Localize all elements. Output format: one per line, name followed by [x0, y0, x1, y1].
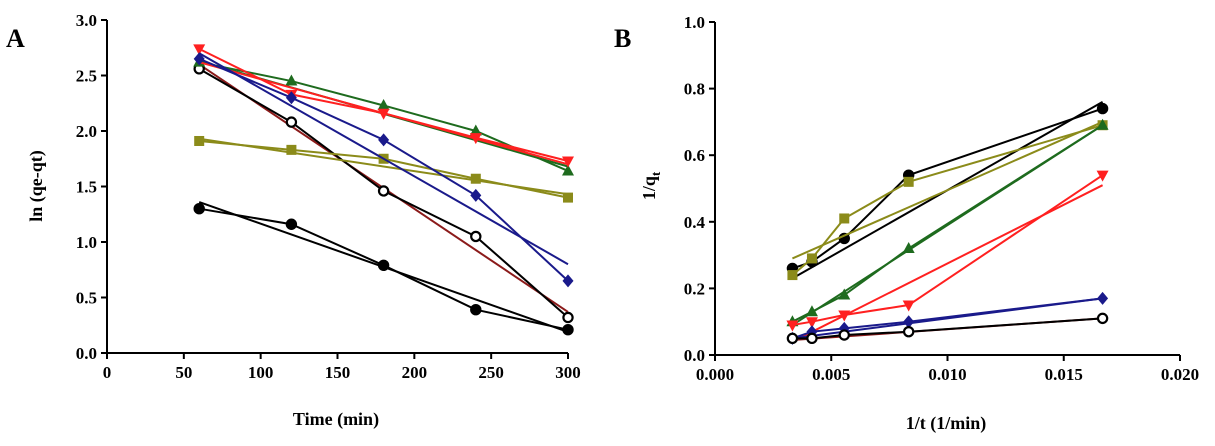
panel-a-series-red-triangle-down: [193, 44, 574, 168]
panel-b-label: B: [614, 24, 631, 53]
panel-b: B 0.0 0.2 0.4 0.6 0.8 1.0 0.000 0.005 0.010 0.015…: [614, 13, 1199, 434]
panel-a-label: A: [6, 24, 25, 53]
panel-a-fit-line-blue-diamond: [198, 52, 569, 266]
panel-a-point-blue-diamond: [193, 52, 205, 66]
panel-b-x-title: 1/t (1/min): [906, 413, 987, 434]
panel-b-point-black-open-circle: [786, 332, 799, 345]
panel-a-point-green-triangle-up: [377, 98, 390, 110]
panel-a-point-black-filled-circle: [285, 218, 298, 230]
panel-a-point-red-triangle-down: [469, 133, 482, 145]
panel-b-series-olive-square: [787, 120, 1108, 281]
panel-b-point-olive-square: [839, 213, 850, 224]
panel-a-point-black-open-circle: [285, 116, 298, 128]
panel-b-point-olive-square: [787, 270, 798, 281]
panel-a-point-green-triangle-up: [285, 74, 298, 86]
panel-a-point-red-triangle-down: [562, 156, 574, 168]
panel-b-point-red-triangle-down: [902, 300, 915, 312]
panel-b-point-red-triangle-down: [1096, 170, 1109, 182]
panel-a-y-tick-label: 1.0: [76, 233, 97, 252]
panel-a-point-green-triangle-up: [469, 124, 482, 136]
panel-a-series-black-filled-circle: [193, 201, 574, 336]
panel-b-x-tick-label: 0.020: [1161, 365, 1199, 384]
panel-b-y-title-sub: t: [648, 171, 663, 176]
panel-a-point-black-filled-circle: [193, 203, 205, 215]
panel-a-point-olive-square: [286, 144, 297, 155]
panel-b-series-black-open-circle: [786, 312, 1109, 345]
panel-a-point-black-filled-circle: [562, 323, 574, 336]
panel-a-x-tick-label: 150: [325, 363, 351, 382]
panel-a-x-tick-label: 100: [248, 363, 274, 382]
panel-b-y-tick-label: 0.0: [684, 346, 705, 365]
panel-a-x-tick-label: 200: [402, 363, 428, 382]
panel-a-x-tick-label: 300: [555, 363, 581, 382]
panel-a-data-line-blue-diamond: [198, 57, 569, 282]
panel-b-point-red-triangle-down: [838, 310, 851, 322]
panel-b-point-green-triangle-up: [1096, 118, 1109, 130]
panel-a-x-title: Time (min): [293, 409, 379, 430]
panel-a-x-tick-label: 50: [175, 363, 192, 382]
panel-a-y-tick-label: 1.5: [76, 178, 97, 197]
panel-b-y-tick-label: 0.8: [684, 80, 705, 99]
panel-b-y-title: 1/qt: [639, 171, 663, 200]
panel-b-point-green-triangle-up: [838, 288, 851, 300]
panel-b-point-olive-square: [903, 176, 914, 187]
panel-a-series-black-open-circle: [193, 63, 574, 324]
panel-b-data-line-red-triangle-down: [792, 174, 1104, 327]
panel-a-point-blue-diamond: [562, 274, 574, 288]
panel-b-y-tick-label: 0.4: [684, 213, 706, 232]
panel-a-point-red-triangle-down: [377, 108, 390, 120]
panel-a-point-green-triangle-up: [562, 164, 574, 176]
panel-a: A 0.0 0.5 1.0 1.5 2.0 2.5 3.0 0 50 100 150 200 250 30…: [6, 11, 581, 430]
panel-a-point-black-filled-circle: [470, 304, 482, 316]
panel-b-y-tick-label: 0.2: [684, 279, 705, 298]
panel-a-point-blue-diamond: [378, 133, 390, 147]
panel-a-point-olive-square: [194, 135, 205, 146]
panel-a-point-black-open-circle: [377, 185, 390, 197]
panel-a-x-tick-label: 0: [103, 363, 112, 382]
panel-b-point-red-triangle-down: [805, 317, 818, 329]
panel-a-point-black-open-circle: [470, 230, 482, 243]
panel-b-point-black-open-circle: [902, 325, 915, 338]
panel-b-series-green-triangle-up: [786, 118, 1109, 327]
panel-a-y-title: ln (qe-qt): [26, 150, 47, 222]
panel-b-point-green-triangle-up: [805, 305, 818, 317]
panel-a-y-tick-label: 2.0: [76, 122, 97, 141]
panel-b-y-tick-label: 1.0: [684, 13, 705, 32]
panel-b-point-black-open-circle: [1096, 312, 1109, 325]
panel-b-point-olive-square: [806, 253, 817, 264]
panel-b-point-blue-diamond: [1097, 291, 1109, 305]
panel-b-series-red-triangle-down: [786, 170, 1109, 343]
panel-a-x-tick-label: 250: [478, 363, 504, 382]
panel-a-point-blue-diamond: [285, 91, 297, 105]
panel-a-series-blue-diamond: [193, 52, 574, 288]
panel-b-data-line-black-filled-circle: [792, 107, 1103, 270]
panel-a-y-tick-label: 3.0: [76, 11, 97, 30]
panel-b-y-title-main: 1/q: [639, 176, 659, 200]
panel-a-y-tick-label: 0.5: [76, 289, 97, 308]
panel-b-fit-line-olive-square: [792, 120, 1103, 260]
panel-b-y-tick-label: 0.6: [684, 146, 705, 165]
panel-b-point-blue-diamond: [903, 315, 915, 329]
panel-a-point-black-filled-circle: [377, 259, 390, 272]
panel-b-x-tick-label: 0.000: [696, 365, 734, 384]
panel-b-x-tick-label: 0.005: [812, 365, 850, 384]
panel-a-point-blue-diamond: [470, 188, 482, 202]
panel-b-x-tick-label: 0.015: [1045, 365, 1083, 384]
panel-a-point-olive-square: [563, 192, 573, 203]
panel-b-point-black-filled-circle: [1096, 102, 1109, 115]
panel-a-point-olive-square: [470, 173, 481, 184]
panel-b-point-red-triangle-down: [786, 320, 799, 332]
panel-a-point-red-triangle-down: [193, 44, 206, 56]
panel-b-x-tick-label: 0.010: [928, 365, 966, 384]
panel-a-point-black-open-circle: [562, 311, 574, 324]
panel-b-point-black-open-circle: [838, 329, 850, 341]
panel-a-y-tick-label: 0.0: [76, 344, 97, 363]
panel-b-point-green-triangle-up: [902, 241, 915, 253]
panel-b-point-black-open-circle: [806, 332, 818, 345]
panel-a-y-tick-label: 2.5: [76, 67, 97, 86]
